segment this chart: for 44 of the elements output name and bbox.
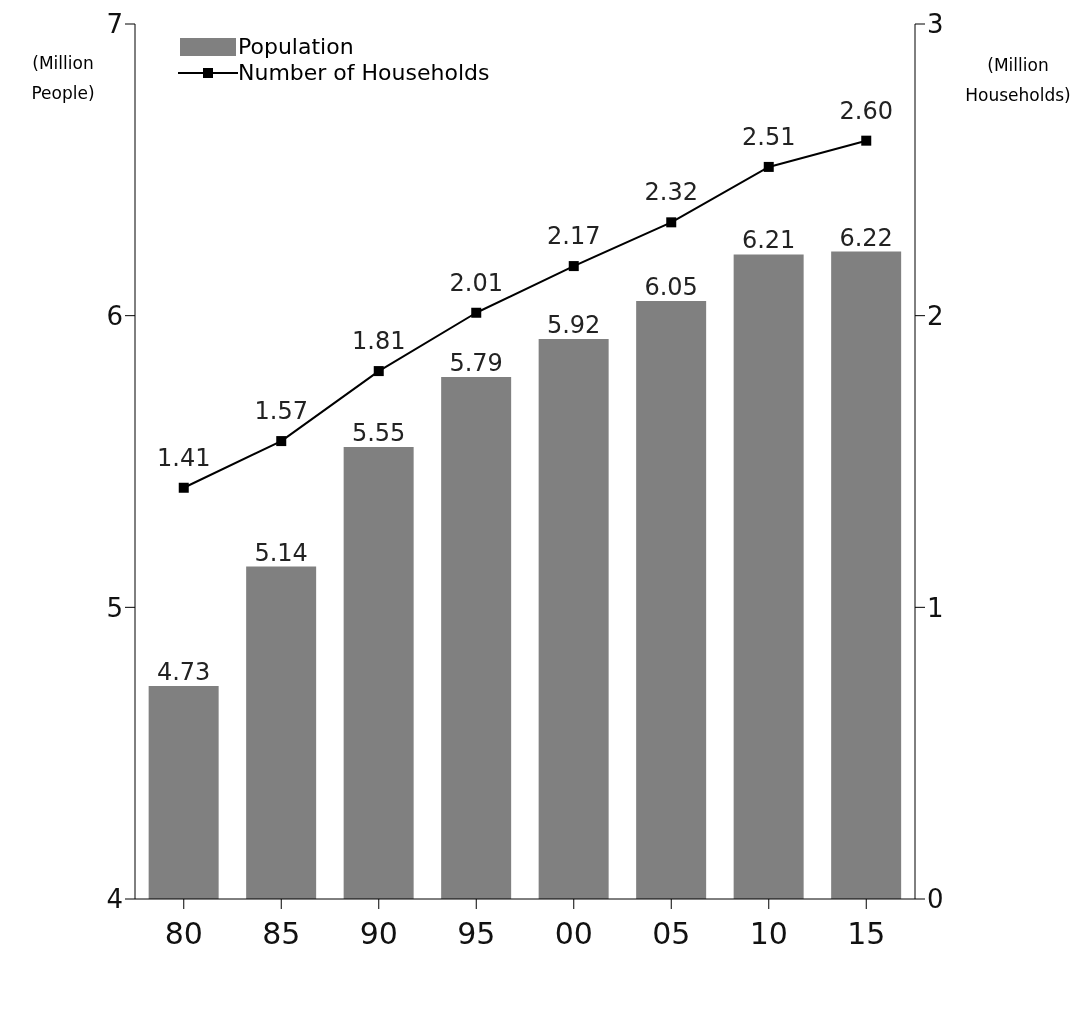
- data-label: 5.55: [351, 418, 406, 447]
- data-label: 2.32: [644, 178, 698, 207]
- x-tick-label: 00: [554, 916, 593, 952]
- point: [861, 135, 872, 146]
- data-label: 5.14: [254, 538, 308, 567]
- point: [471, 307, 482, 318]
- x-tick-label: 95: [457, 916, 496, 952]
- data-label: 6.05: [644, 273, 698, 302]
- data-label: 6.22: [839, 223, 893, 252]
- data-label: 2.17: [547, 222, 601, 251]
- data-label: 5.79: [449, 348, 503, 377]
- x-tick-label: 15: [847, 916, 886, 952]
- point: [276, 436, 287, 447]
- point: [763, 161, 774, 172]
- y2-axis-title: (Million Households): [964, 54, 1072, 107]
- y-axis-title: (Million People): [30, 52, 96, 105]
- data-label: 1.81: [352, 327, 406, 356]
- data-label: 5.92: [546, 311, 601, 339]
- y2-tick-label: 1: [927, 592, 944, 623]
- point: [178, 482, 189, 493]
- x-tick-label: 80: [164, 916, 203, 952]
- y2-tick-label: 3: [927, 9, 944, 40]
- x-tick-label: 05: [652, 916, 691, 952]
- y-tick-label: 4: [106, 884, 123, 915]
- data-label: 2.01: [449, 268, 503, 297]
- y-tick-label: 5: [106, 592, 123, 623]
- x-tick-label: 90: [359, 916, 398, 952]
- legend-label: Population: [238, 34, 354, 60]
- point: [373, 366, 384, 377]
- y-tick-label: 7: [106, 9, 123, 40]
- data-label: 1.57: [254, 397, 308, 426]
- point: [568, 261, 579, 272]
- data-label: 1.41: [157, 443, 211, 472]
- y2-tick-label: 2: [927, 300, 944, 331]
- legend-label: Number of Households: [238, 60, 490, 86]
- x-tick-label: 10: [749, 916, 788, 952]
- x-tick-label: 85: [262, 916, 301, 952]
- data-label: 2.60: [839, 96, 893, 125]
- data-label: 4.73: [156, 658, 211, 687]
- data-label: 6.21: [741, 226, 796, 255]
- point: [666, 217, 677, 228]
- y-tick-label: 6: [106, 300, 123, 331]
- data-label: 2.51: [742, 122, 796, 151]
- y2-tick-label: 0: [927, 884, 944, 915]
